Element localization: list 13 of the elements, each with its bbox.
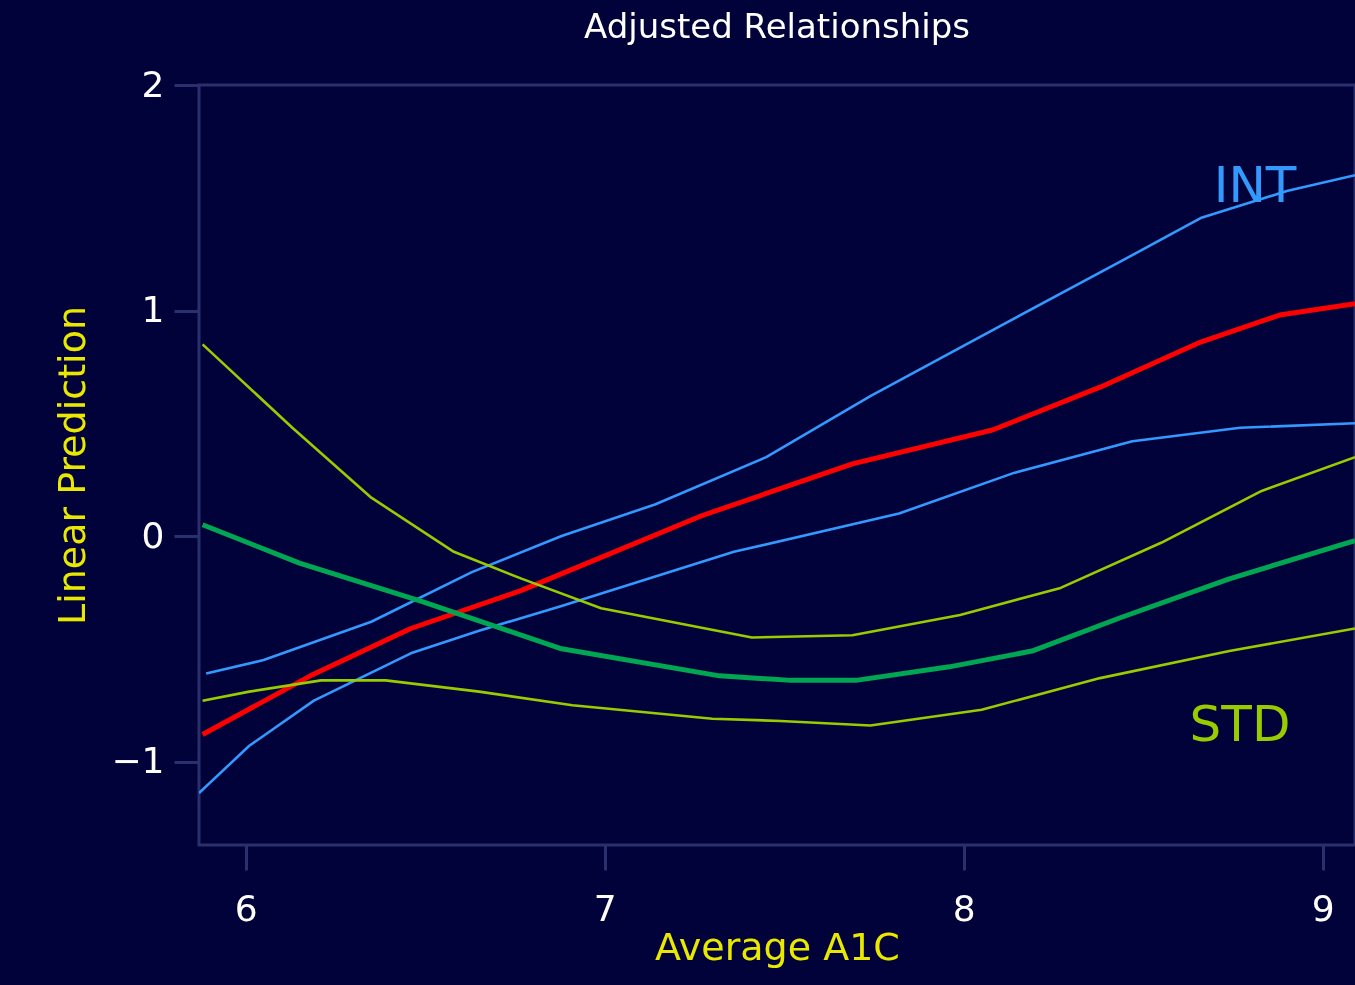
chart-title: Adjusted Relationships [583, 6, 971, 46]
series-label: STD [1189, 694, 1291, 753]
x-tick-label: 7 [593, 887, 617, 929]
x-tick-label: 6 [234, 887, 258, 929]
y-axis-title: Linear Prediction [50, 306, 95, 625]
y-tick-label: 0 [141, 514, 165, 556]
x-tick-label: 9 [1311, 887, 1335, 929]
x-tick-label: 8 [952, 887, 976, 929]
series-label: INT [1213, 156, 1297, 215]
x-axis-title: Average A1C [655, 924, 900, 969]
y-tick-label: −1 [111, 740, 165, 782]
y-tick-label: 2 [141, 63, 165, 105]
y-tick-label: 1 [141, 289, 165, 331]
